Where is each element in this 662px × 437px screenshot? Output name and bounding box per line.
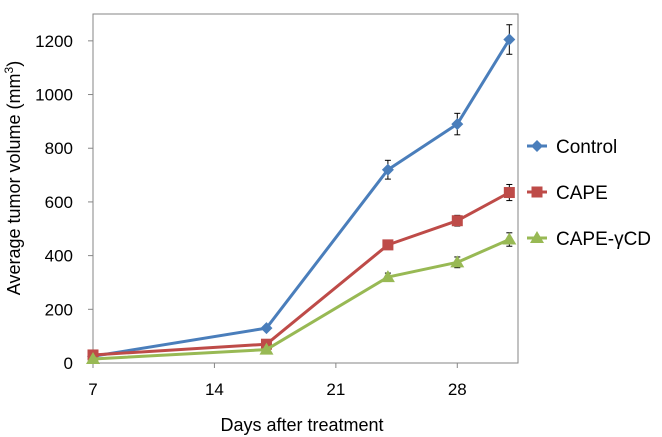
data-point (503, 187, 515, 199)
legend-label: CAPE-γCD (556, 229, 651, 250)
data-point (259, 342, 274, 355)
legend-marker (531, 140, 543, 152)
y-axis-title-superscript: 3 (2, 66, 16, 73)
plot-border (92, 13, 519, 364)
series-cape (87, 183, 515, 361)
legend-item: Control (527, 137, 617, 158)
plot-area (92, 13, 519, 364)
y-tick-label: 600 (45, 193, 73, 212)
x-tick-label: 21 (326, 380, 345, 399)
y-axis-title: Average tumor volume (mm3) (2, 61, 24, 295)
x-axis: 7 14 21 28 (88, 363, 467, 399)
x-axis-title: Days after treatment (220, 415, 383, 435)
series-line (92, 238, 510, 361)
y-tick-label: 1200 (35, 32, 73, 51)
data-point (260, 322, 273, 335)
data-point (382, 239, 394, 251)
x-tick-label: 28 (448, 380, 467, 399)
y-tick-label: 0 (64, 354, 73, 373)
y-axis-title-close: ) (4, 61, 24, 67)
data-point (450, 255, 465, 268)
x-tick-label: 14 (205, 380, 224, 399)
y-tick-label: 800 (45, 139, 73, 158)
data-point (451, 215, 463, 227)
legend-marker (530, 231, 544, 243)
legend-item: CAPE-γCD (527, 229, 651, 250)
data-point (451, 118, 464, 131)
y-axis-title-main: Average tumor volume (mm (4, 73, 24, 295)
y-axis: 0 200 400 600 800 1000 1200 (35, 32, 93, 373)
legend: Control CAPE CAPE-γCD (527, 137, 651, 250)
legend-item: CAPE (527, 183, 608, 204)
series-layer (86, 24, 517, 364)
data-point (502, 232, 517, 245)
data-point (503, 33, 516, 46)
legend-label: CAPE (556, 183, 608, 204)
y-tick-label: 400 (45, 247, 73, 266)
y-tick-label: 200 (45, 300, 73, 319)
data-point (381, 163, 394, 176)
series-control (87, 24, 516, 363)
data-point (86, 351, 100, 364)
series-line (92, 38, 511, 358)
legend-label: Control (556, 137, 617, 158)
x-tick-label: 7 (88, 380, 97, 399)
y-tick-label: 1000 (35, 86, 73, 105)
series-cape-cd (86, 232, 517, 364)
data-point (380, 270, 395, 283)
legend-marker (531, 186, 543, 198)
